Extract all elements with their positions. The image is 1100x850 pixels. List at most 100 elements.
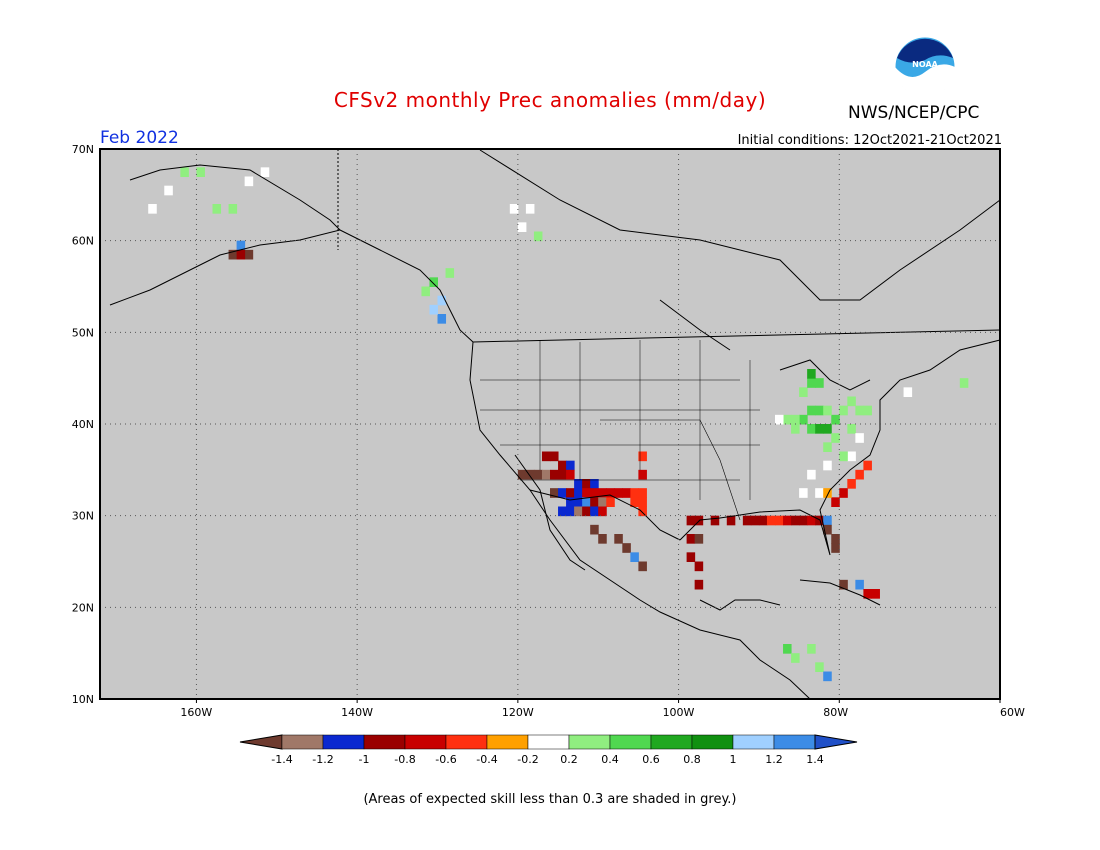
anomaly-cell bbox=[847, 479, 856, 489]
anomaly-cell bbox=[775, 515, 784, 526]
colorbar-swatch bbox=[527, 734, 570, 750]
anomaly-cell bbox=[855, 579, 864, 590]
anomaly-cell bbox=[863, 589, 872, 599]
colorbar-swatch bbox=[486, 734, 529, 750]
anomaly-cell bbox=[807, 369, 816, 379]
colorbar-swatch bbox=[322, 734, 365, 750]
anomaly-cell bbox=[445, 268, 455, 278]
anomaly-cell bbox=[823, 671, 832, 682]
lon-tick-label: 140W bbox=[341, 706, 373, 719]
axis-ticks: 160W 140W 120W 100W 80W 60W 10N 20N 30N 40N 50N 60N… bbox=[72, 143, 1025, 719]
anomaly-cell bbox=[180, 167, 189, 177]
forecast-month-label: Feb 2022 bbox=[100, 128, 179, 148]
colorbar-label: -1.2 bbox=[312, 753, 333, 766]
colorbar-label: -0.8 bbox=[394, 753, 415, 766]
anomaly-cell bbox=[566, 506, 575, 517]
lon-tick-label: 100W bbox=[663, 706, 695, 719]
skill-footnote: (Areas of expected skill less than 0.3 a… bbox=[363, 792, 737, 807]
anomaly-cell bbox=[236, 249, 246, 260]
anomaly-cell bbox=[638, 488, 647, 498]
anomaly-cell bbox=[815, 662, 824, 672]
anomaly-cell bbox=[638, 506, 647, 517]
anomaly-cell bbox=[598, 506, 607, 517]
anomaly-cell bbox=[244, 249, 254, 260]
anomaly-cell bbox=[903, 387, 913, 397]
anomaly-cell bbox=[630, 552, 639, 562]
colorbar-swatch bbox=[363, 734, 406, 750]
anomaly-cell bbox=[429, 277, 438, 287]
anomaly-cell bbox=[855, 405, 864, 416]
anomaly-cell bbox=[783, 414, 792, 425]
colorbar-label: 0.4 bbox=[601, 753, 619, 766]
anomaly-cell bbox=[517, 469, 527, 480]
anomaly-cell bbox=[164, 185, 173, 196]
anomaly-cell bbox=[590, 479, 599, 489]
anomaly-cell bbox=[871, 589, 880, 599]
anomaly-cell bbox=[823, 488, 832, 498]
atlantic-gulf-coast bbox=[679, 339, 1001, 556]
anomaly-cell bbox=[533, 231, 543, 242]
anomaly-cell bbox=[799, 488, 808, 498]
lat-tick-label: 60N bbox=[72, 235, 94, 248]
anomaly-cell bbox=[622, 543, 631, 553]
pacific-coast bbox=[469, 341, 811, 700]
anomaly-cell bbox=[525, 204, 535, 214]
anomaly-cell bbox=[437, 314, 447, 324]
anomaly-cell bbox=[726, 515, 736, 526]
anomaly-cell bbox=[831, 534, 840, 544]
anomaly-cell bbox=[638, 451, 647, 462]
anomaly-cell bbox=[228, 204, 238, 214]
colorbar-label: 0.8 bbox=[683, 753, 701, 766]
anomaly-cell bbox=[694, 579, 704, 590]
state-borders bbox=[600, 419, 741, 521]
anomaly-cell bbox=[212, 204, 222, 214]
anomaly-cell bbox=[686, 552, 696, 562]
colorbar-right-arrow bbox=[814, 734, 858, 750]
colorbar-swatch bbox=[650, 734, 693, 750]
colorbar-label: -1.4 bbox=[271, 753, 292, 766]
anomaly-cell bbox=[541, 451, 551, 462]
anomaly-cell bbox=[791, 515, 800, 526]
anomaly-cell bbox=[686, 515, 696, 526]
anomaly-cell bbox=[622, 488, 631, 498]
anomaly-cell bbox=[590, 497, 599, 507]
anomaly-cell bbox=[517, 222, 527, 232]
anomaly-cell bbox=[831, 433, 840, 443]
anomaly-cell bbox=[855, 433, 864, 443]
anomaly-cell bbox=[550, 488, 559, 498]
anomaly-cell bbox=[855, 469, 864, 480]
anomaly-cell bbox=[807, 378, 816, 388]
anomaly-cell bbox=[839, 451, 848, 462]
anomaly-cell bbox=[791, 414, 800, 425]
anomaly-cell bbox=[783, 515, 792, 526]
anomaly-cell bbox=[799, 414, 808, 425]
anomaly-cell bbox=[710, 515, 720, 526]
map-title: CFSv2 monthly Prec anomalies (mm/day) bbox=[333, 88, 767, 112]
anomaly-cell bbox=[630, 497, 639, 507]
anomaly-cell bbox=[421, 286, 430, 297]
anomaly-cell bbox=[775, 414, 784, 425]
lon-tick-label: 120W bbox=[502, 706, 534, 719]
anomaly-cell bbox=[558, 469, 567, 480]
anomaly-cell bbox=[558, 488, 567, 498]
anomaly-cell bbox=[831, 497, 840, 507]
yucatan-coast bbox=[699, 599, 781, 611]
lon-tick-label: 80W bbox=[823, 706, 848, 719]
great-lakes bbox=[779, 359, 871, 391]
anomaly-cell bbox=[558, 460, 567, 471]
lat-tick-label: 50N bbox=[72, 326, 94, 339]
lat-tick-label: 70N bbox=[72, 143, 94, 156]
anomaly-cell bbox=[574, 497, 583, 507]
colorbar-label: -0.4 bbox=[476, 753, 497, 766]
anomaly-cell bbox=[823, 515, 832, 526]
anomaly-cell bbox=[590, 524, 599, 535]
anomaly-cell bbox=[831, 414, 840, 425]
lat-tick-label: 20N bbox=[72, 601, 94, 614]
anomaly-cell bbox=[598, 497, 607, 507]
anomaly-cell bbox=[590, 506, 599, 517]
anomaly-cells-layer bbox=[148, 167, 969, 682]
colorbar-label: 0.6 bbox=[642, 753, 660, 766]
anomaly-cell bbox=[686, 534, 696, 544]
anomaly-cell bbox=[791, 424, 800, 434]
